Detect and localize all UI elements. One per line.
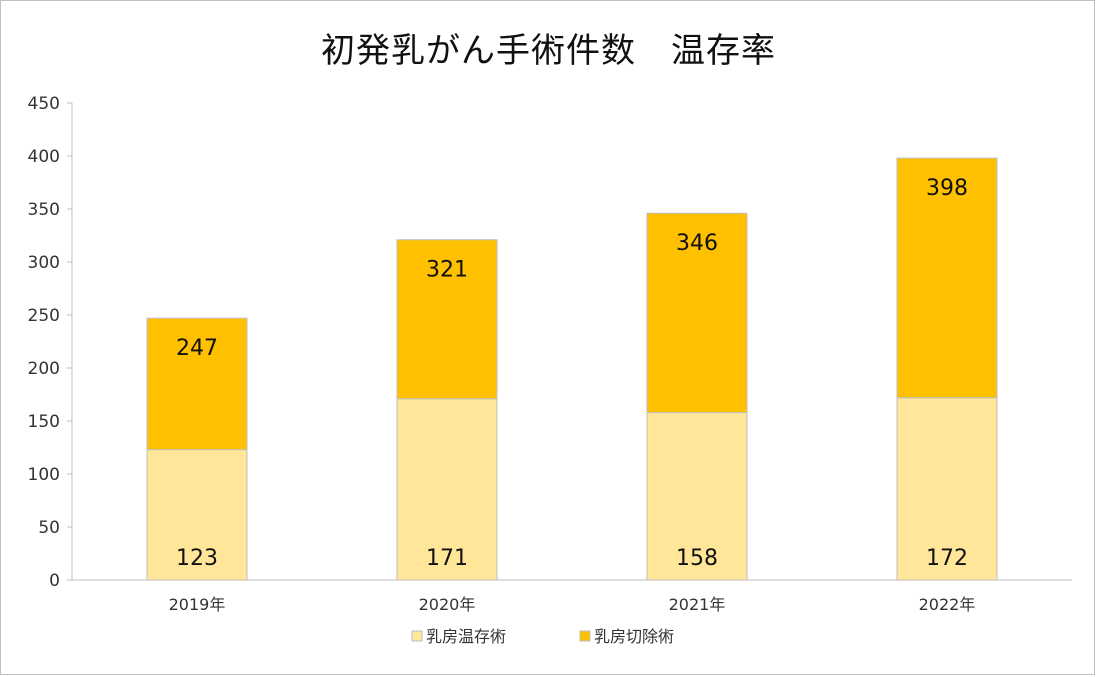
x-tick-label: 2020年 <box>419 595 476 614</box>
y-tick-label: 400 <box>28 147 60 167</box>
axes: 0 50 100 150 200 250 300 350 400 450 2019年 2020年 202… <box>28 94 1072 614</box>
legend-swatch <box>411 630 423 642</box>
bar-segment-conserving <box>146 449 248 581</box>
data-label-conserving: 123 <box>176 546 218 571</box>
legend-swatch <box>579 630 591 642</box>
data-label-total: 247 <box>176 336 218 361</box>
y-tick-label: 250 <box>28 306 60 326</box>
data-label-conserving: 172 <box>926 546 968 571</box>
legend-label: 乳房切除術 <box>594 627 674 646</box>
y-tick-label: 450 <box>28 94 60 114</box>
data-label-total: 398 <box>926 176 968 201</box>
data-label-conserving: 158 <box>676 546 718 571</box>
legend: 乳房温存術 乳房切除術 <box>411 627 674 646</box>
legend-label: 乳房温存術 <box>426 627 506 646</box>
y-tick-label: 350 <box>28 200 60 220</box>
data-labels: 123 247 171 321 158 346 172 398 <box>176 176 968 571</box>
y-tick-label: 200 <box>28 359 60 379</box>
y-tick-label: 50 <box>38 518 60 538</box>
y-tick-label: 150 <box>28 412 60 432</box>
data-label-total: 321 <box>426 258 468 283</box>
y-tick-label: 100 <box>28 465 60 485</box>
bar-segment-mastectomy <box>646 212 748 414</box>
bars <box>146 157 998 581</box>
x-tick-label: 2021年 <box>669 595 726 614</box>
bar-segment-conserving <box>396 398 498 581</box>
y-tick-label: 300 <box>28 253 60 273</box>
bar-segment-conserving <box>896 397 998 581</box>
x-tick-label: 2022年 <box>919 595 976 614</box>
y-tick-label: 0 <box>49 571 60 591</box>
data-label-conserving: 171 <box>426 546 468 571</box>
bar-segment-mastectomy <box>146 317 248 451</box>
bar-segment-conserving <box>646 412 748 581</box>
bar-segment-mastectomy <box>396 239 498 400</box>
bar-segment-mastectomy <box>896 157 998 399</box>
x-tick-label: 2019年 <box>169 595 226 614</box>
chart-title: 初発乳がん手術件数 温存率 <box>321 31 776 71</box>
data-label-total: 346 <box>676 231 718 256</box>
